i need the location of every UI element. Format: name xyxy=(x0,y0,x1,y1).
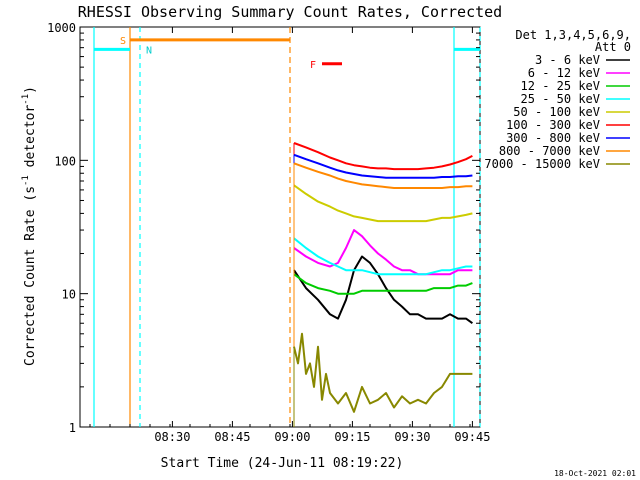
legend-entry-label: 12 - 25 keV xyxy=(521,79,600,93)
legend-entry-label: 6 - 12 keV xyxy=(528,66,600,80)
series-line xyxy=(293,229,473,276)
saa-label: S xyxy=(120,36,126,47)
series-line xyxy=(293,332,473,413)
y-tick-label: 10 xyxy=(62,288,76,302)
chart-title: RHESSI Observing Summary Count Rates, Co… xyxy=(78,3,502,21)
legend-header-detectors: Det 1,3,4,5,6,9, xyxy=(515,28,631,42)
x-tick-label: 09:00 xyxy=(274,430,310,444)
plot-area: S N F xyxy=(79,26,481,428)
series-line xyxy=(293,237,473,276)
y-axis-label-sup2: -1 xyxy=(21,94,31,105)
x-tick-label: 08:45 xyxy=(214,430,250,444)
y-axis-label-c: ) xyxy=(23,86,38,94)
x-axis-label: Start Time (24-Jun-11 08:19:22) xyxy=(161,456,404,471)
legend-entry-label: 7000 - 15000 keV xyxy=(484,157,600,171)
y-tick-label: 100 xyxy=(54,154,76,168)
legend-entry-label: 25 - 50 keV xyxy=(521,92,600,106)
y-axis-label-b: detector xyxy=(23,105,38,176)
legend-entry-label: 100 - 300 keV xyxy=(506,118,600,132)
y-axis-label-sup1: -1 xyxy=(21,175,31,186)
x-tick-label: 08:30 xyxy=(154,430,190,444)
legend-entry-label: 50 - 100 keV xyxy=(513,105,600,119)
y-tick-label: 1 xyxy=(69,421,76,435)
series-line xyxy=(293,255,473,325)
series-line xyxy=(293,153,473,179)
series-line xyxy=(293,184,473,223)
legend-entry-label: 300 - 800 keV xyxy=(506,131,600,145)
y-tick-label: 1000 xyxy=(47,21,76,35)
footer-date: 18-Oct-2021 02:01 xyxy=(554,469,636,478)
y-axis: 1 10 100 1000 xyxy=(47,21,480,435)
y-axis-label-a: Corrected Count Rate (s xyxy=(23,186,38,366)
legend-entry-label: 800 - 7000 keV xyxy=(499,144,600,158)
x-tick-label: 09:15 xyxy=(334,430,370,444)
x-tick-label: 09:45 xyxy=(454,430,490,444)
legend-header-attenuator: Att 0 xyxy=(595,40,631,54)
legend-entry-label: 3 - 6 keV xyxy=(535,53,600,67)
series-line xyxy=(293,273,473,295)
series-line xyxy=(293,142,473,171)
night-label: N xyxy=(146,45,152,56)
x-tick-label: 09:30 xyxy=(394,430,430,444)
y-axis-label: Corrected Count Rate (s-1 detector-1) xyxy=(21,86,38,366)
x-axis: 08:30 08:45 09:00 09:15 09:30 09:45 xyxy=(89,27,490,444)
series-line xyxy=(293,162,473,189)
flare-label: F xyxy=(310,60,316,71)
